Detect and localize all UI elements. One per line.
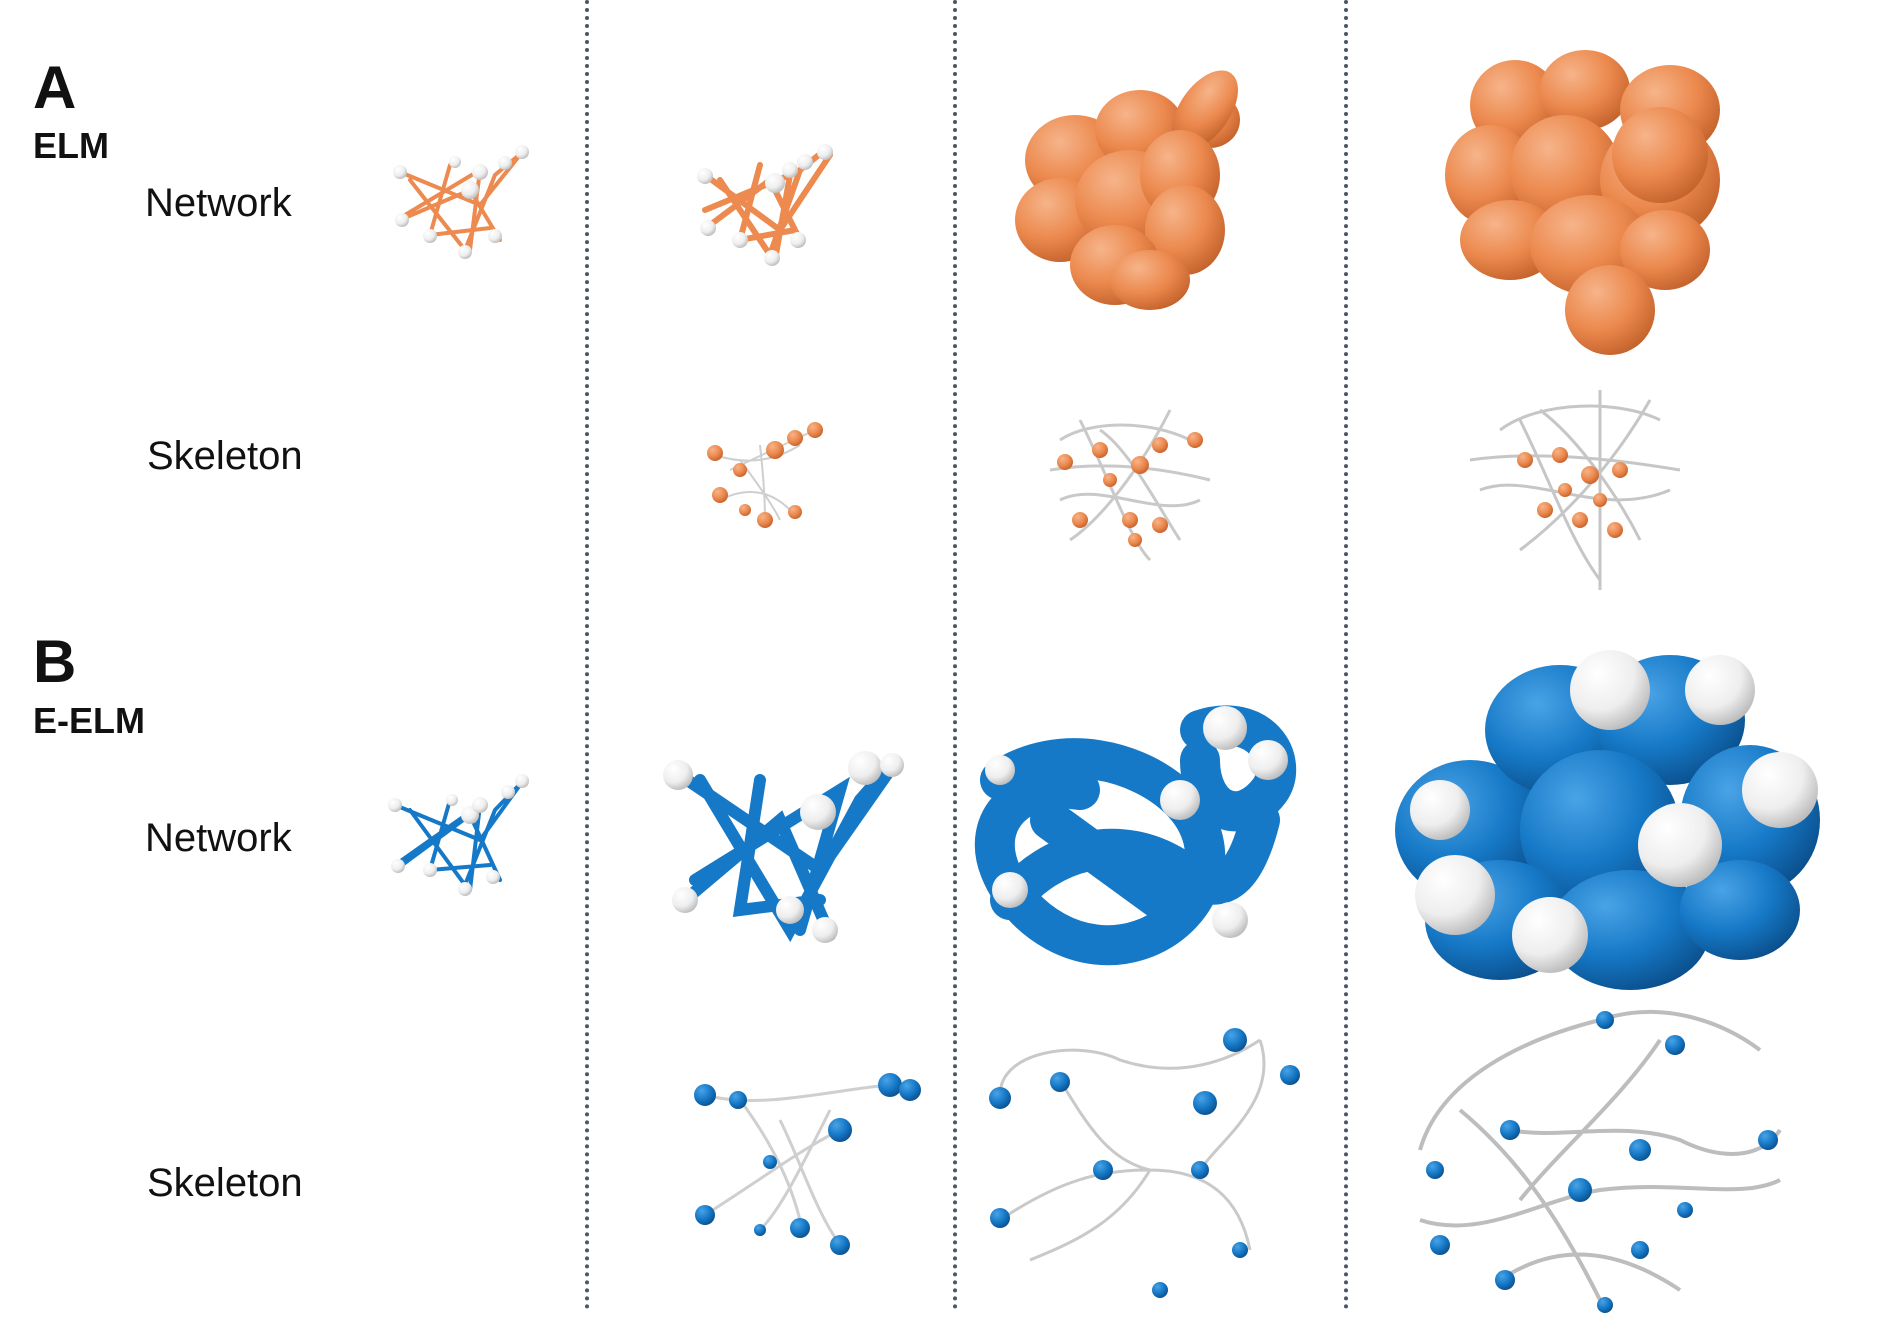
elm-skeleton-medium	[707, 422, 823, 528]
panel-b-network-label: Network	[145, 816, 292, 860]
eelm-skeleton-xlarge	[1418, 1009, 1782, 1313]
elm-network-xlarge	[1445, 50, 1720, 355]
elm-skeleton-xlarge	[1469, 390, 1681, 590]
eelm-network-large	[974, 705, 1297, 966]
column-divider-2	[953, 0, 957, 1310]
panel-a-letter: A	[33, 54, 77, 121]
column-divider-3	[1344, 0, 1348, 1310]
panel-a-name: ELM	[33, 125, 109, 166]
eelm-network-medium	[663, 751, 904, 943]
panel-a-skeleton-label: Skeleton	[147, 434, 303, 478]
elm-network-large	[1015, 70, 1240, 310]
panel-b-letter: B	[33, 628, 77, 695]
eelm-network-small	[388, 774, 529, 896]
eelm-skeleton-medium	[694, 1073, 921, 1255]
panel-b-name: E-ELM	[33, 700, 145, 741]
elm-skeleton-large	[1049, 409, 1211, 562]
column-divider-1	[585, 0, 589, 1310]
panel-a-network-label: Network	[145, 181, 292, 225]
elm-network-small	[393, 145, 529, 259]
eelm-skeleton-large	[989, 1028, 1300, 1298]
elm-network-medium	[697, 144, 833, 266]
eelm-network-xlarge	[1395, 650, 1820, 990]
panel-b-skeleton-label: Skeleton	[147, 1161, 303, 1205]
